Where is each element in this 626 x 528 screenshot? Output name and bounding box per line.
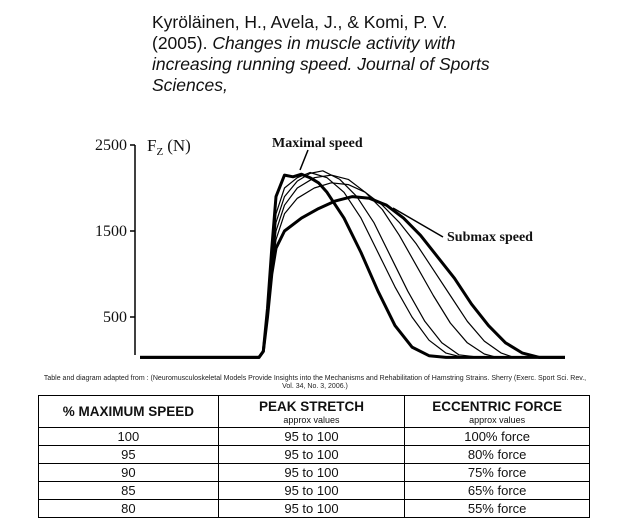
force-curve [140, 174, 565, 358]
table-cell: 95 to 100 [217, 481, 406, 500]
y-tick-label: 500 [103, 309, 127, 326]
header-note: approx values [283, 414, 340, 425]
header-label: ECCENTRIC FORCE [432, 398, 562, 414]
table-cell: 95 to 100 [217, 445, 406, 464]
table-cell: 65% force [404, 481, 590, 500]
table-cell: 80 [38, 499, 219, 518]
y-label-part: F [147, 136, 156, 155]
annotation-pointer [392, 207, 444, 238]
table-cell: 85 [38, 481, 219, 500]
force-curve [140, 171, 565, 358]
y-label-part: Z [156, 146, 163, 158]
y-tick-label: 2500 [95, 137, 127, 154]
y-axis-label: FZ (N) [147, 136, 191, 158]
annotation-pointer [299, 149, 309, 171]
force-curve [140, 182, 565, 358]
table-cell: 80% force [404, 445, 590, 464]
citation: Kyröläinen, H., Avela, J., & Komi, P. V.… [152, 12, 497, 96]
table-cell: 100 [38, 427, 219, 446]
table-cell: 95 to 100 [217, 499, 406, 518]
y-label-part: (N) [167, 136, 191, 155]
table: % MAXIMUM SPEED PEAK STRETCH approx values… [38, 395, 590, 518]
chart: 500 1500 2500 FZ (N) Maximal speed Submax spee… [95, 136, 565, 359]
force-curve [140, 172, 565, 359]
table-header: % MAXIMUM SPEED [38, 395, 219, 428]
citation-authors: Kyröläinen, H., Avela, J., & Komi, P. V.… [152, 12, 448, 53]
table-cell: 95 to 100 [217, 427, 406, 446]
table-header: PEAK STRETCH approx values [217, 395, 406, 428]
table-cell: 100% force [404, 427, 590, 446]
annotation: Submax speed [447, 230, 533, 245]
table-header: ECCENTRIC FORCE approx values [404, 395, 590, 428]
table-row: 80 95 to 100 55% force [38, 499, 590, 518]
header-label: % MAXIMUM SPEED [62, 403, 194, 419]
table-cell: 75% force [404, 463, 590, 482]
table-row: 100 95 to 100 100% force [38, 427, 590, 446]
table-row: 85 95 to 100 65% force [38, 481, 590, 500]
force-curve [140, 195, 565, 359]
y-tick-label: 1500 [95, 223, 127, 240]
header-label: PEAK STRETCH [258, 398, 364, 414]
table-row: 90 95 to 100 75% force [38, 463, 590, 482]
table-cell: 95 to 100 [217, 463, 406, 482]
header-note: approx values [469, 414, 526, 425]
annotation: Maximal speed [272, 136, 363, 151]
citation-title: Changes in muscle activity with increasi… [152, 33, 490, 95]
table-cell: 90 [38, 463, 219, 482]
caption: Table and diagram adapted from : (Neurom… [43, 375, 587, 390]
force-curve [140, 170, 565, 358]
table-row: 95 95 to 100 80% force [38, 445, 590, 464]
table-cell: 95 [38, 445, 219, 464]
table-cell: 55% force [404, 499, 590, 518]
